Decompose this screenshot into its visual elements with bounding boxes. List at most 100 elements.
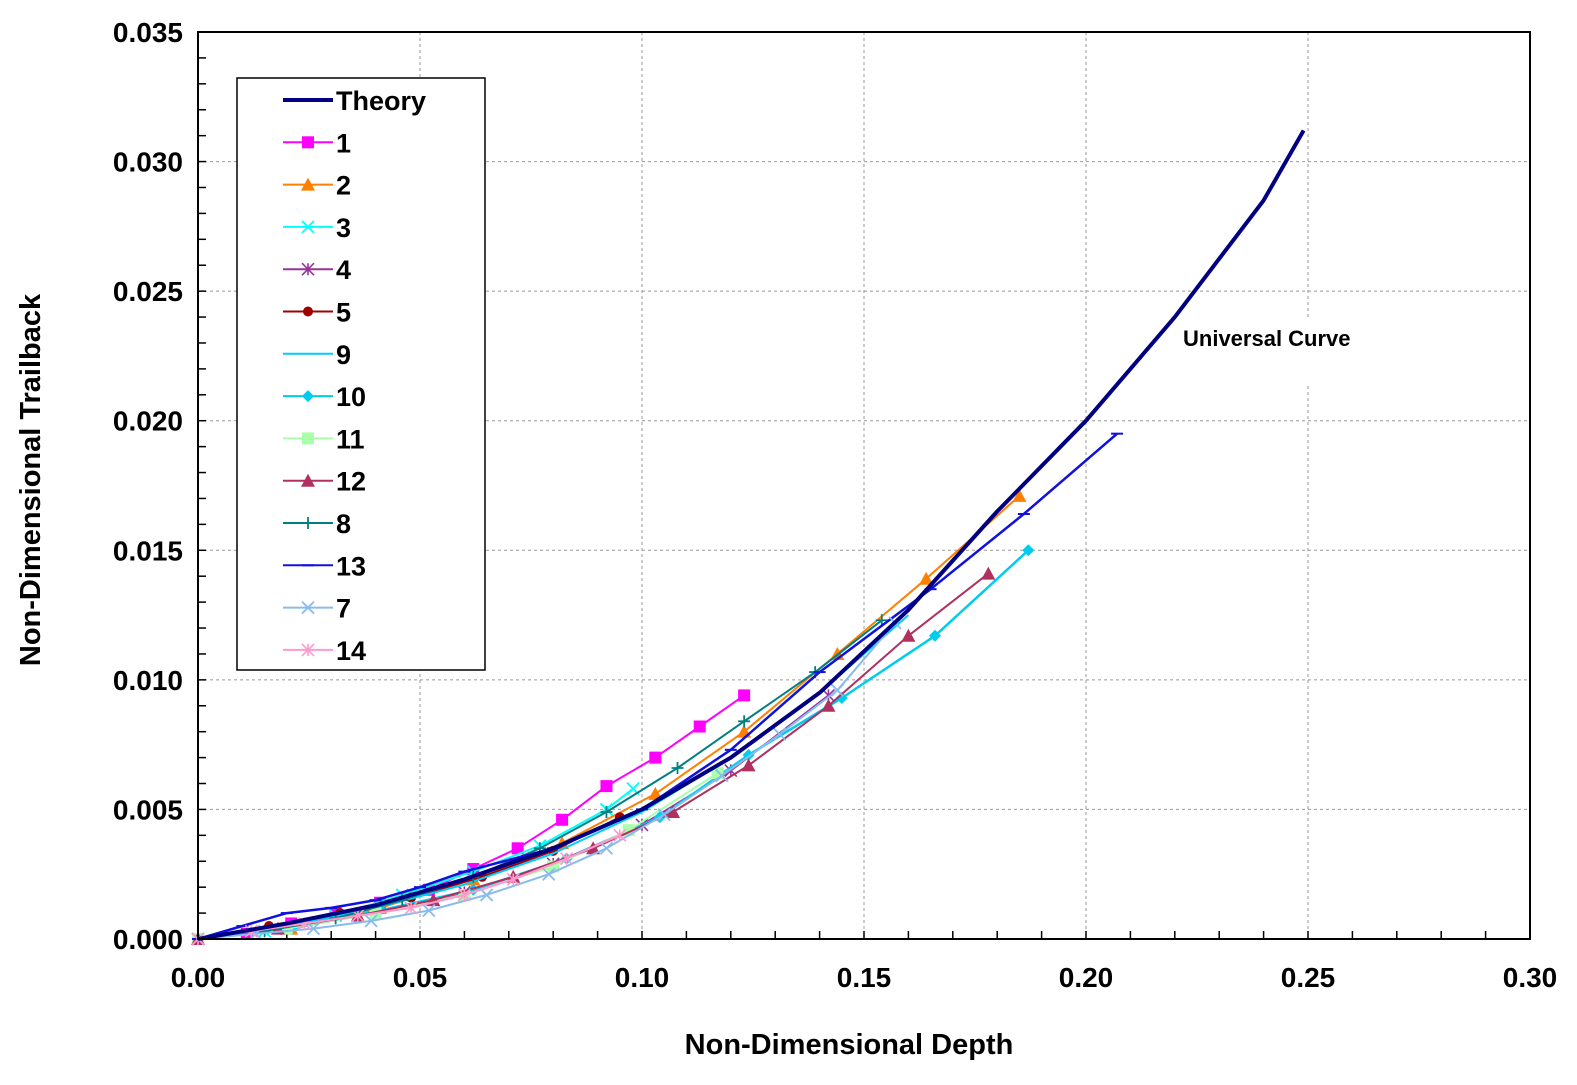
y-tick-label: 0.010 bbox=[113, 665, 183, 696]
legend-entry: 11 bbox=[283, 424, 365, 454]
plot-frame bbox=[197, 31, 1531, 940]
x-tick-label: 0.00 bbox=[171, 962, 226, 993]
legend-entry: 10 bbox=[283, 382, 366, 412]
legend-label: 5 bbox=[336, 298, 351, 328]
legend-label: 7 bbox=[336, 594, 351, 624]
legend-label: 10 bbox=[336, 382, 366, 412]
legend-label: 14 bbox=[336, 636, 366, 666]
data-point bbox=[835, 691, 848, 704]
data-point bbox=[303, 306, 313, 317]
data-point bbox=[741, 758, 756, 772]
data-point bbox=[302, 390, 314, 403]
y-tick-labels: 0.000 0.005 0.010 0.015 0.020 0.025 0.030 0.035 bbox=[113, 17, 183, 955]
data-point bbox=[830, 683, 844, 697]
legend-label: 13 bbox=[336, 551, 366, 581]
legend-label: 8 bbox=[336, 509, 351, 539]
legend-entry: 3 bbox=[283, 213, 351, 243]
y-tick-label: 0.020 bbox=[113, 406, 183, 437]
legend-entry: 5 bbox=[283, 298, 351, 328]
y-tick-label: 0.005 bbox=[113, 794, 183, 825]
data-point bbox=[457, 888, 471, 902]
x-tick-label: 0.15 bbox=[837, 962, 892, 993]
legend-label: 11 bbox=[336, 424, 365, 454]
legend-entry: 4 bbox=[283, 255, 351, 285]
data-point bbox=[301, 177, 315, 191]
data-point bbox=[715, 769, 729, 783]
data-point bbox=[671, 761, 684, 774]
legend-entry: 14 bbox=[283, 636, 366, 666]
data-point bbox=[302, 517, 314, 529]
x-tick-label: 0.10 bbox=[615, 962, 670, 993]
data-point bbox=[511, 842, 524, 855]
data-point bbox=[301, 262, 315, 276]
legend-label: 1 bbox=[336, 128, 351, 158]
legend-entry: 1 bbox=[283, 128, 351, 158]
data-point bbox=[901, 628, 916, 642]
data-point bbox=[666, 805, 681, 819]
data-point bbox=[693, 720, 706, 733]
legend-entry: Theory bbox=[283, 86, 426, 116]
data-point bbox=[599, 841, 614, 855]
data-point bbox=[479, 888, 494, 902]
data-point bbox=[559, 852, 574, 866]
data-point bbox=[929, 629, 942, 642]
x-tick-label: 0.05 bbox=[393, 962, 448, 993]
y-tick-label: 0.035 bbox=[113, 17, 183, 48]
data-point bbox=[542, 867, 556, 881]
data-point bbox=[506, 872, 520, 886]
legend-entry: 12 bbox=[283, 467, 366, 497]
legend-box bbox=[236, 77, 486, 671]
data-point bbox=[404, 901, 418, 915]
data-point bbox=[738, 715, 751, 728]
data-point bbox=[301, 220, 315, 234]
series-theory bbox=[197, 129, 1306, 941]
legend-label: 4 bbox=[336, 255, 351, 285]
data-point bbox=[556, 813, 569, 826]
y-tick-label: 0.030 bbox=[113, 147, 183, 178]
data-point bbox=[773, 727, 787, 741]
data-point bbox=[600, 806, 613, 819]
data-point bbox=[302, 136, 314, 149]
y-axis-title: Non-Dimensional Trailback bbox=[15, 293, 47, 666]
legend-label: Theory bbox=[336, 86, 426, 116]
data-point bbox=[301, 643, 315, 657]
data-point bbox=[649, 751, 662, 764]
data-point bbox=[613, 828, 627, 842]
data-point bbox=[981, 566, 996, 580]
x-tick-labels: 0.00 0.05 0.10 0.15 0.20 0.25 0.30 bbox=[171, 962, 1558, 993]
data-point bbox=[738, 689, 751, 702]
x-axis-title: Non-Dimensional Depth bbox=[685, 1029, 1014, 1061]
data-point bbox=[306, 921, 321, 936]
data-point bbox=[821, 698, 836, 712]
legend-entry: 7 bbox=[283, 594, 351, 624]
legend-entry: 13 bbox=[283, 551, 366, 581]
data-point bbox=[364, 914, 378, 928]
legend-label: 9 bbox=[336, 340, 351, 370]
x-tick-label: 0.25 bbox=[1281, 962, 1336, 993]
legend-label: 2 bbox=[336, 171, 351, 201]
y-tick-label: 0.025 bbox=[113, 276, 183, 307]
x-tick-label: 0.30 bbox=[1503, 962, 1558, 993]
data-point bbox=[301, 600, 315, 615]
universal-curve-annotation: Universal Curve bbox=[1183, 326, 1351, 351]
legend-entry: 8 bbox=[283, 509, 351, 539]
data-point bbox=[600, 780, 613, 793]
data-point bbox=[657, 807, 671, 822]
legend-entry: 9 bbox=[283, 340, 351, 370]
y-tick-label: 0.000 bbox=[113, 924, 183, 955]
data-point bbox=[1012, 488, 1027, 502]
series-layer bbox=[191, 129, 1306, 946]
legend-entry: 2 bbox=[283, 171, 351, 201]
annotation-background bbox=[1180, 318, 1390, 386]
series-line bbox=[197, 129, 1306, 941]
data-point bbox=[301, 473, 315, 487]
legend-label: 3 bbox=[336, 213, 351, 243]
x-tick-label: 0.20 bbox=[1059, 962, 1114, 993]
data-point bbox=[919, 571, 934, 585]
y-tick-label: 0.015 bbox=[113, 535, 183, 566]
legend-label: 12 bbox=[336, 467, 366, 497]
data-point bbox=[302, 432, 314, 445]
data-point bbox=[422, 903, 436, 918]
